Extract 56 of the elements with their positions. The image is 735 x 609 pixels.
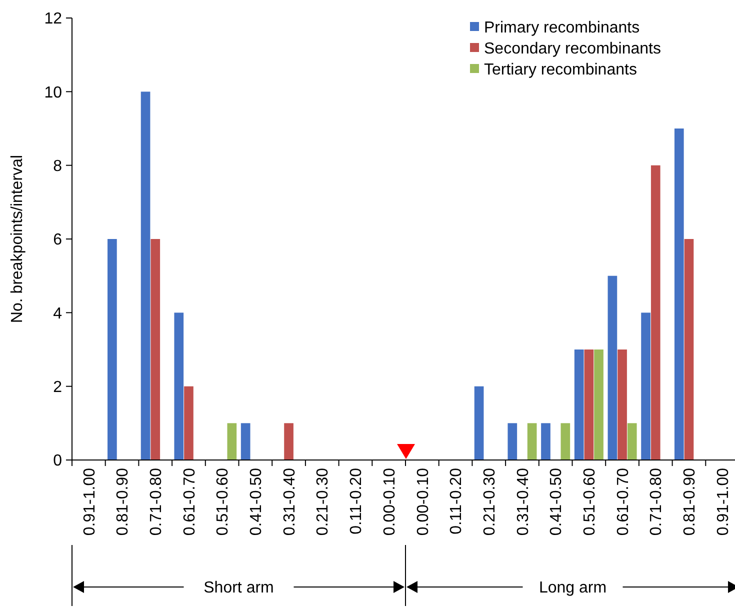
y-tick-label: 8 — [53, 158, 62, 175]
bar — [284, 423, 294, 460]
bar — [140, 92, 150, 460]
text: Short arm — [204, 580, 274, 597]
x-tick-label: 0.41-0.50 — [248, 468, 266, 536]
text: Long arm — [538, 580, 607, 597]
y-tick-label: 0 — [53, 452, 62, 470]
x-tick-label: 0.31-0.40 — [281, 468, 298, 536]
x-tick-label: 0.81-0.90 — [114, 468, 132, 536]
legend-label: Primary recombinants — [484, 20, 640, 37]
legend-label: Tertiary recombinants — [484, 62, 637, 79]
x-tick-label: 0.51-0.60 — [214, 468, 232, 536]
x-tick-label: 0.21-0.30 — [481, 468, 498, 536]
x-tick-label: 0.61-0.70 — [181, 468, 198, 536]
x-tick-label: 0.71-0.80 — [648, 468, 666, 536]
bar — [560, 423, 570, 460]
y-tick-label: 12 — [44, 10, 62, 28]
bar — [527, 423, 537, 460]
x-tick-label: 0.91-1.00 — [81, 468, 98, 536]
y-axis-title: No. breakpoints/interval — [9, 154, 26, 324]
x-tick-label: 0.81-0.90 — [682, 468, 699, 536]
x-tick-label: 0.41-0.50 — [548, 468, 566, 536]
x-tick-label: 0.11-0.20 — [348, 468, 366, 534]
y-tick-label: 10 — [44, 84, 62, 102]
bar — [474, 386, 484, 460]
bar — [594, 350, 604, 460]
legend-label: Secondary recombinants — [484, 40, 661, 58]
x-tick-label: 0.11-0.20 — [448, 468, 466, 534]
bar — [641, 312, 650, 460]
y-tick-label: 4 — [53, 305, 62, 322]
bar — [174, 312, 184, 460]
bar — [608, 276, 618, 460]
bar — [584, 350, 594, 460]
bar — [184, 386, 194, 460]
bar — [541, 423, 550, 460]
x-tick-label: 0.00-0.10 — [414, 468, 432, 536]
y-tick-label: 6 — [53, 232, 62, 249]
bar — [650, 165, 660, 460]
x-tick-label: 0.91-1.00 — [714, 468, 732, 536]
y-tick-label: 2 — [53, 378, 62, 396]
x-tick-label: 0.00-0.10 — [381, 468, 398, 536]
x-tick-label: 0.31-0.40 — [514, 468, 532, 536]
x-tick-label: 0.51-0.60 — [582, 468, 599, 536]
bar — [618, 350, 627, 460]
x-tick-label: 0.71-0.80 — [148, 468, 165, 536]
bar — [574, 350, 584, 460]
bar — [227, 423, 237, 460]
x-tick-label: 0.61-0.70 — [614, 468, 632, 536]
bar — [240, 423, 250, 460]
bar — [674, 128, 684, 460]
x-tick-label: 0.21-0.30 — [314, 468, 332, 536]
bar — [684, 239, 694, 460]
bar — [108, 239, 117, 460]
bar — [150, 239, 160, 460]
bar — [627, 423, 637, 460]
bar — [508, 423, 518, 460]
